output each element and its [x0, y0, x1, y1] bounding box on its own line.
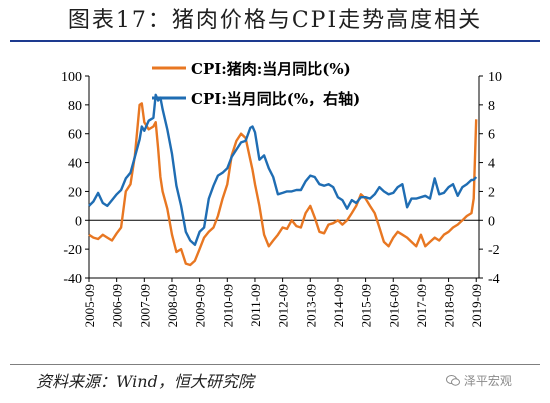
series-line-2 — [88, 93, 478, 247]
x-tick-label: 2014-09 — [331, 284, 346, 327]
x-tick-label: 2008-09 — [165, 284, 180, 327]
title-divider — [10, 40, 540, 42]
x-tick-label: 2016-09 — [386, 284, 401, 327]
x-tick-label: 2015-09 — [359, 284, 374, 327]
x-tick-label: 2019-09 — [469, 284, 484, 327]
y-left-tick-label: -40 — [63, 272, 82, 287]
x-tick-label: 2012-09 — [276, 284, 291, 327]
y-left-tick-label: 20 — [68, 185, 82, 200]
footer-divider — [10, 364, 540, 365]
y-right-tick-label: 8 — [488, 99, 495, 114]
x-tick-label: 2005-09 — [82, 284, 97, 327]
chart-title: 图表17：猪肉价格与CPI走势高度相关 — [67, 8, 483, 33]
legend-label-2: CPI:当月同比(%，右轴) — [191, 90, 360, 108]
y-right-tick-label: 4 — [488, 157, 495, 172]
y-right-tick-label: 2 — [488, 185, 495, 200]
x-tick-label: 2013-09 — [303, 284, 318, 327]
series-line-1 — [88, 102, 478, 267]
y-left-tick-label: 100 — [61, 70, 82, 85]
x-tick-label: 2007-09 — [137, 284, 152, 327]
watermark: 泽平宏观 — [446, 372, 512, 389]
x-tick-label: 2018-09 — [442, 284, 457, 327]
y-right-tick-label: 6 — [488, 128, 495, 143]
x-tick-label: 2011-09 — [248, 284, 263, 327]
y-right-tick-label: 10 — [488, 70, 502, 85]
x-tick-label: 2017-09 — [414, 284, 429, 327]
wechat-icon — [446, 375, 460, 386]
y-left-tick-label: 0 — [75, 214, 82, 229]
y-right-tick-label: -4 — [488, 272, 500, 287]
x-tick-label: 2006-09 — [110, 284, 125, 327]
y-left-tick-label: 80 — [68, 99, 82, 114]
y-left-tick-label: 40 — [68, 157, 82, 172]
watermark-text: 泽平宏观 — [463, 374, 512, 388]
legend-label-1: CPI:猪肉:当月同比(%) — [191, 60, 351, 78]
y-right-tick-label: -2 — [488, 243, 500, 258]
x-tick-label: 2010-09 — [220, 284, 235, 327]
y-left-tick-label: 60 — [68, 128, 82, 143]
source-note: 资料来源：Wind，恒大研究院 — [36, 372, 254, 391]
y-right-tick-label: 0 — [488, 214, 495, 229]
x-tick-label: 2009-09 — [193, 284, 208, 327]
y-left-tick-label: -20 — [63, 243, 82, 258]
